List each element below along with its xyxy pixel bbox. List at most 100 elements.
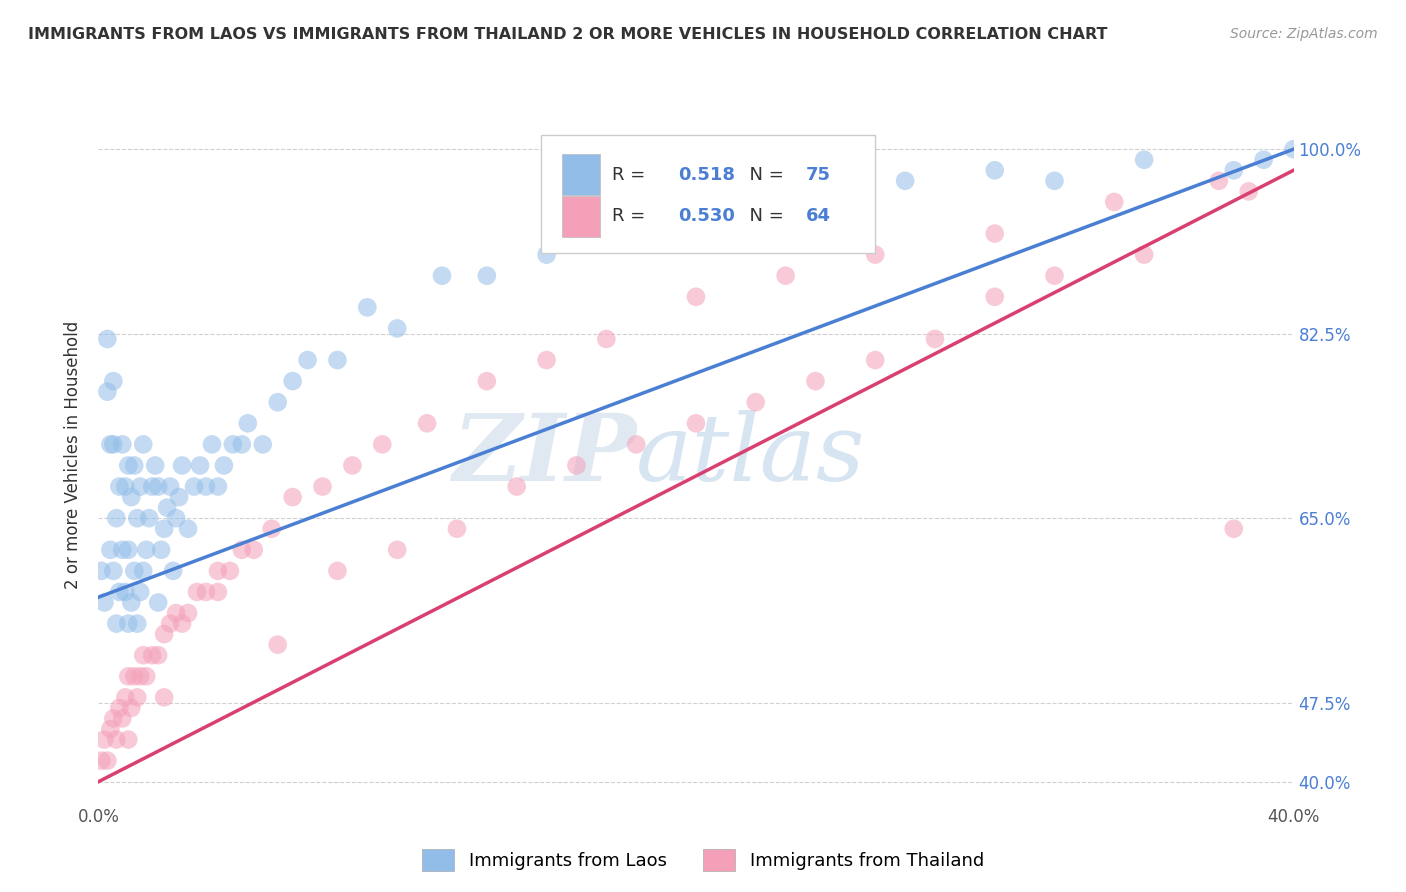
Point: [124, 458, 146, 473]
Point: [267, 395, 290, 409]
Y-axis label: 2 or more Vehicles in Household: 2 or more Vehicles in Household: [65, 321, 83, 589]
Point: [153, 627, 176, 641]
Point: [120, 595, 142, 609]
Text: Source: ZipAtlas.com: Source: ZipAtlas.com: [1230, 27, 1378, 41]
Point: [984, 227, 1007, 241]
Point: [93, 732, 115, 747]
Point: [1282, 142, 1305, 156]
Point: [326, 564, 349, 578]
Point: [281, 374, 304, 388]
Point: [626, 437, 648, 451]
Point: [1133, 153, 1156, 167]
Point: [243, 542, 266, 557]
Point: [96, 384, 118, 399]
Text: 64: 64: [806, 207, 831, 226]
Point: [135, 669, 157, 683]
Point: [430, 268, 453, 283]
Point: [103, 711, 125, 725]
Text: N =: N =: [738, 166, 789, 184]
Point: [103, 437, 125, 451]
Point: [195, 585, 218, 599]
Text: 0.518: 0.518: [678, 166, 735, 184]
Point: [685, 290, 707, 304]
Point: [108, 701, 131, 715]
Point: [565, 458, 588, 473]
Point: [117, 542, 139, 557]
Point: [865, 353, 887, 368]
Point: [129, 585, 152, 599]
Point: [127, 511, 149, 525]
Point: [311, 479, 333, 493]
Text: R =: R =: [613, 166, 651, 184]
Point: [231, 437, 253, 451]
Point: [127, 616, 149, 631]
Point: [1223, 163, 1246, 178]
Point: [186, 585, 208, 599]
Point: [894, 174, 917, 188]
Point: [207, 564, 229, 578]
Point: [165, 511, 187, 525]
Text: N =: N =: [738, 207, 789, 226]
Point: [252, 437, 274, 451]
Point: [834, 194, 856, 209]
Point: [111, 437, 134, 451]
Point: [132, 648, 155, 663]
Point: [260, 522, 283, 536]
Point: [120, 701, 142, 715]
Point: [132, 564, 155, 578]
Point: [506, 479, 529, 493]
Point: [1104, 194, 1126, 209]
Point: [90, 564, 112, 578]
Point: [536, 353, 558, 368]
Point: [236, 417, 259, 431]
Point: [148, 648, 170, 663]
Point: [124, 564, 146, 578]
Point: [172, 458, 194, 473]
Point: [105, 511, 128, 525]
Point: [183, 479, 205, 493]
Point: [129, 479, 152, 493]
Point: [297, 353, 319, 368]
Point: [595, 227, 617, 241]
Text: atlas: atlas: [637, 410, 866, 500]
Point: [96, 754, 118, 768]
Point: [326, 353, 349, 368]
FancyBboxPatch shape: [541, 135, 876, 253]
Point: [153, 522, 176, 536]
Point: [207, 479, 229, 493]
Point: [385, 542, 409, 557]
Point: [177, 522, 200, 536]
Point: [117, 669, 139, 683]
Point: [132, 437, 155, 451]
Point: [141, 479, 163, 493]
Point: [207, 585, 229, 599]
Point: [148, 479, 170, 493]
Point: [108, 585, 131, 599]
Point: [685, 417, 707, 431]
Point: [129, 669, 152, 683]
Point: [159, 616, 181, 631]
Text: ZIP: ZIP: [451, 410, 637, 500]
Point: [446, 522, 468, 536]
Point: [105, 616, 128, 631]
Point: [96, 332, 118, 346]
Point: [153, 690, 176, 705]
Point: [356, 301, 378, 315]
Point: [1237, 185, 1260, 199]
Point: [150, 542, 173, 557]
Point: [475, 374, 498, 388]
Point: [219, 564, 242, 578]
Point: [231, 542, 253, 557]
Point: [120, 490, 142, 504]
Point: [536, 247, 558, 261]
Point: [117, 732, 139, 747]
Point: [416, 417, 439, 431]
Point: [98, 722, 122, 736]
Point: [685, 205, 707, 219]
Point: [195, 479, 218, 493]
Point: [984, 163, 1007, 178]
Point: [127, 690, 149, 705]
Point: [984, 290, 1007, 304]
Point: [172, 616, 194, 631]
Point: [1253, 153, 1275, 167]
